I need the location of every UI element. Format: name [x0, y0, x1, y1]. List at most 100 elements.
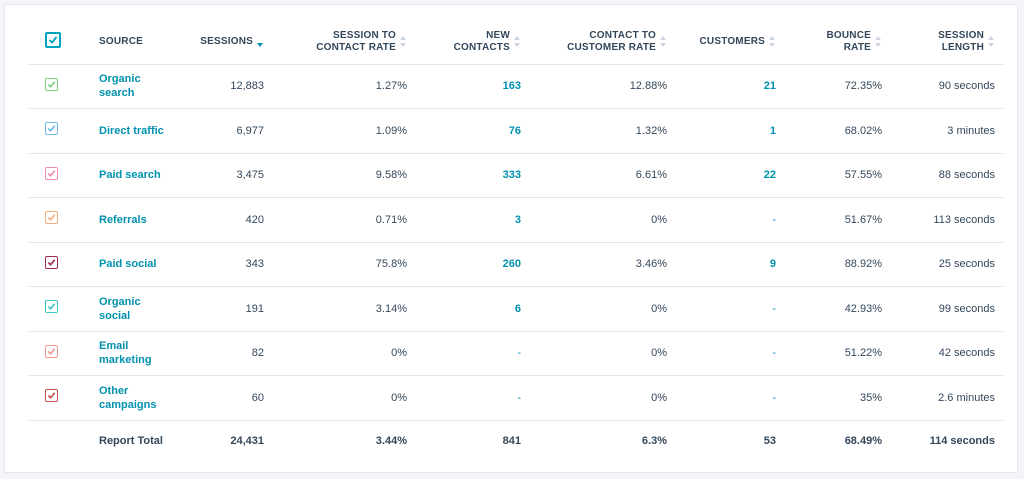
new-contacts-link[interactable]: 6 — [415, 286, 529, 332]
new-contacts-link[interactable]: 260 — [415, 242, 529, 287]
select-all-cell — [29, 20, 91, 65]
total-new-contacts: 841 — [502, 435, 521, 448]
check-icon — [47, 81, 56, 88]
session-to-contact-value: 3.14% — [272, 286, 415, 332]
source-link[interactable]: Email marketing — [91, 331, 189, 376]
row-checkbox[interactable] — [45, 300, 58, 314]
new-contacts-link[interactable]: 333 — [415, 153, 529, 198]
session-to-contact-value: 1.27% — [272, 64, 415, 109]
source-link[interactable]: Other campaigns — [91, 375, 189, 421]
sessions-value: 191 — [189, 286, 272, 332]
check-icon — [47, 392, 56, 400]
session-length-value: 88 seconds — [890, 153, 1003, 198]
table-row: Direct traffic 6,977 1.09% 76 1.32% 1 68.02% 3 … — [29, 108, 1003, 154]
session-length-value: 113 seconds — [890, 197, 1003, 243]
table-row: Organic social 191 3.14% 6 0% -42.93% 99 second… — [29, 286, 1003, 332]
session-to-contact-value: 75.8% — [272, 242, 415, 287]
sessions-value: 420 — [189, 197, 272, 243]
col-new-contacts[interactable]: NEW CONTACTS — [415, 20, 529, 65]
check-icon — [47, 125, 56, 133]
check-icon — [48, 36, 58, 44]
contact-to-customer-value: 12.88% — [529, 64, 675, 109]
sort-arrows-icon — [769, 36, 776, 48]
bounce-rate-value: 68.02% — [784, 108, 890, 154]
session-to-contact-value: 0% — [272, 375, 415, 421]
col-bounce-rate[interactable]: BOUNCE RATE — [784, 20, 890, 65]
sort-arrows-icon — [514, 36, 521, 48]
col-session-to-contact-rate[interactable]: SESSION TO CONTACT RATE — [272, 20, 415, 65]
col-source[interactable]: SOURCE — [91, 20, 189, 65]
session-to-contact-value: 0% — [272, 331, 415, 376]
contact-to-customer-value: 0% — [529, 331, 675, 376]
bounce-rate-value: 57.55% — [784, 153, 890, 198]
contact-to-customer-value: 6.61% — [529, 153, 675, 198]
sessions-value: 82 — [189, 331, 272, 376]
row-checkbox[interactable] — [45, 166, 58, 180]
col-sessions[interactable]: SESSIONS — [189, 20, 272, 65]
source-link[interactable]: Paid search — [91, 153, 189, 198]
table-row: Paid social 343 75.8% 260 3.46% 9 88.92% 25 sec… — [29, 242, 1003, 287]
source-link[interactable]: Organic search — [91, 64, 189, 109]
customers-link[interactable]: 1 — [675, 108, 784, 154]
sessions-value: 60 — [189, 375, 272, 421]
bounce-rate-value: 42.93% — [784, 286, 890, 332]
report-total-row: Report Total 24,431 3.44% 841 6.3% 53 68… — [29, 420, 1003, 462]
check-icon — [47, 170, 56, 177]
check-icon — [47, 348, 56, 355]
session-length-value: 2.6 minutes — [890, 375, 1003, 421]
new-contacts-link[interactable]: 76 — [415, 108, 529, 154]
bounce-rate-value: 51.67% — [784, 197, 890, 243]
source-link[interactable]: Direct traffic — [91, 108, 189, 154]
session-to-contact-value: 9.58% — [272, 153, 415, 198]
customers-link[interactable]: 22 — [675, 153, 784, 198]
sort-arrows-icon — [988, 36, 995, 48]
table-row: Organic search 12,883 1.27% 163 12.88% 21 72.35… — [29, 64, 1003, 109]
customers-link: - — [675, 286, 784, 332]
customers-link: - — [675, 197, 784, 243]
new-contacts-link: - — [415, 331, 529, 376]
table-row: Referrals 420 0.71% 3 0% -51.67% 113 seconds — [29, 197, 1003, 243]
total-session-to-contact-rate: 3.44% — [375, 435, 407, 448]
new-contacts-link[interactable]: 3 — [415, 197, 529, 243]
row-checkbox[interactable] — [45, 122, 58, 136]
contact-to-customer-value: 0% — [529, 197, 675, 243]
total-label: Report Total — [99, 435, 163, 448]
select-all-checkbox[interactable] — [45, 31, 61, 48]
session-length-value: 3 minutes — [890, 108, 1003, 154]
source-link[interactable]: Paid social — [91, 242, 189, 287]
row-checkbox[interactable] — [45, 255, 58, 269]
row-checkbox[interactable] — [45, 211, 58, 225]
total-session-length: 114 seconds — [929, 435, 995, 448]
customers-link[interactable]: 9 — [675, 242, 784, 287]
row-checkbox[interactable] — [45, 344, 58, 358]
bounce-rate-value: 35% — [784, 375, 890, 421]
session-length-value: 42 seconds — [890, 331, 1003, 376]
total-bounce-rate: 68.49% — [844, 435, 882, 448]
col-session-length[interactable]: SESSION LENGTH — [890, 20, 1003, 65]
customers-link[interactable]: 21 — [675, 64, 784, 109]
total-sessions: 24,431 — [230, 435, 264, 448]
bounce-rate-value: 72.35% — [784, 64, 890, 109]
col-contact-to-customer-rate[interactable]: CONTACT TO CUSTOMER RATE — [529, 20, 675, 65]
contact-to-customer-value: 3.46% — [529, 242, 675, 287]
source-link[interactable]: Referrals — [91, 197, 189, 243]
session-length-value: 90 seconds — [890, 64, 1003, 109]
check-icon — [47, 214, 56, 222]
source-link[interactable]: Organic social — [91, 286, 189, 332]
col-customers[interactable]: CUSTOMERS — [675, 20, 784, 65]
sessions-value: 3,475 — [189, 153, 272, 198]
new-contacts-link[interactable]: 163 — [415, 64, 529, 109]
customers-link: - — [675, 331, 784, 376]
contact-to-customer-value: 0% — [529, 375, 675, 421]
contact-to-customer-value: 1.32% — [529, 108, 675, 154]
customers-link: - — [675, 375, 784, 421]
sources-report-panel: SOURCE SESSIONS SESSION TO CONTACT RATE N… — [4, 4, 1018, 473]
table-header-row: SOURCE SESSIONS SESSION TO CONTACT RATE N… — [29, 20, 1003, 65]
total-contact-to-customer-rate: 6.3% — [641, 435, 667, 448]
total-customers: 53 — [763, 435, 776, 448]
sort-arrows-icon — [400, 36, 407, 48]
row-checkbox[interactable] — [45, 77, 58, 91]
row-checkbox[interactable] — [45, 389, 58, 403]
table-row: Other campaigns 60 0% -0% -35% 2.6 minutes — [29, 375, 1003, 421]
check-icon — [47, 259, 56, 266]
